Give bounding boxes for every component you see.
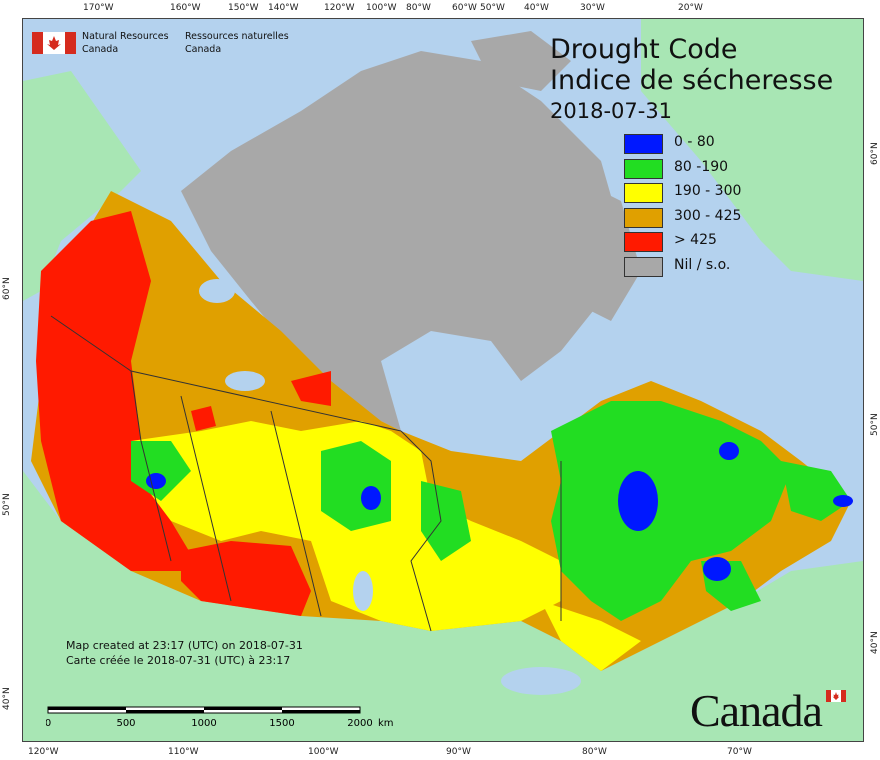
legend-swatch xyxy=(624,207,663,228)
manitoba-green-zone xyxy=(321,441,391,531)
sixtieth-parallel xyxy=(50,315,402,432)
lon-label-bottom: 90°W xyxy=(446,747,471,757)
lon-label-bottom: 120°W xyxy=(28,747,59,757)
lon-label-top: 20°W xyxy=(678,3,703,13)
scale-tick-label: 0 xyxy=(46,718,51,729)
legend-swatch xyxy=(624,232,663,252)
new-brunswick-blue-zone xyxy=(703,557,731,581)
great-bear-lake xyxy=(199,279,235,303)
arctic-islands xyxy=(181,51,621,431)
legend-swatch xyxy=(624,134,663,154)
prairie-red-zone xyxy=(181,541,311,616)
brand-fr-line2: Canada xyxy=(185,44,222,55)
hudson-bay xyxy=(381,331,521,451)
brand-en-line1: Natural Resources xyxy=(82,31,169,42)
lat-label-left: 50°N xyxy=(2,493,12,516)
legend-swatch xyxy=(624,183,663,203)
scale-bar-segment xyxy=(282,710,360,713)
nwt-red-spot xyxy=(191,406,216,431)
nrcan-signature: Natural Resources Canada Ressources natu… xyxy=(32,30,322,60)
lat-label-right: 60°N xyxy=(870,142,880,165)
lon-label-top: 120°W xyxy=(324,3,355,13)
legend-label: > 425 xyxy=(674,232,717,248)
southern-ontario-yellow xyxy=(541,601,641,671)
alaska-land xyxy=(23,71,141,301)
drought-map xyxy=(22,18,864,742)
legend-label: 0 - 80 xyxy=(674,134,715,150)
lon-label-top: 100°W xyxy=(366,3,397,13)
wordmark-flag-icon xyxy=(826,690,846,702)
greenland-land xyxy=(641,19,863,281)
legend-label: 190 - 300 xyxy=(674,183,742,199)
lake-winnipeg xyxy=(353,571,373,611)
nwt-red-spot xyxy=(291,371,331,406)
lon-label-bottom: 110°W xyxy=(168,747,199,757)
lon-label-top: 60°W xyxy=(452,3,477,13)
lon-label-bottom: 100°W xyxy=(308,747,339,757)
lat-label-left: 40°N xyxy=(2,687,12,710)
lon-label-top: 160°W xyxy=(170,3,201,13)
scale-tick-label: 500 xyxy=(116,718,135,729)
quebec-blue-zone xyxy=(618,471,658,531)
lat-label-right: 40°N xyxy=(870,631,880,654)
provincial-boundaries xyxy=(50,315,562,632)
brand-french: Ressources naturelles Canada xyxy=(185,30,289,56)
scale-bar: 0 500 1000 1500 2000 km xyxy=(46,706,394,729)
scale-bar-segment xyxy=(204,707,282,710)
legend-label: Nil / s.o. xyxy=(674,256,731,273)
ellesmere-island xyxy=(471,31,571,91)
lon-label-top: 40°W xyxy=(524,3,549,13)
alberta-blue-zone xyxy=(146,473,166,489)
lat-label-left: 60°N xyxy=(2,277,12,300)
sask-manitoba-boundary xyxy=(270,410,322,617)
legend-label: 80 -190 xyxy=(674,158,729,175)
manitoba-blue-zone xyxy=(361,486,381,510)
lon-label-bottom: 70°W xyxy=(727,747,752,757)
scale-tick-label: 1500 xyxy=(269,718,294,729)
lon-label-top: 140°W xyxy=(268,3,299,13)
newfoundland-blue-zone xyxy=(833,495,853,507)
title-french: Indice de sécheresse xyxy=(550,65,834,96)
lon-label-top: 30°W xyxy=(580,3,605,13)
lon-label-bottom: 80°W xyxy=(582,747,607,757)
credit-french: Carte créée le 2018-07-31 (UTC) à 23:17 xyxy=(66,654,291,667)
credit-english: Map created at 23:17 (UTC) on 2018-07-31 xyxy=(66,639,303,652)
title-english: Drought Code xyxy=(550,34,738,65)
baffin-island xyxy=(561,171,641,321)
brand-en-line2: Canada xyxy=(82,44,119,55)
alberta-green-zone xyxy=(131,441,191,501)
bc-alberta-boundary xyxy=(130,370,172,562)
lon-label-top: 150°W xyxy=(228,3,259,13)
scale-bar-segment xyxy=(126,710,204,713)
map-title: Drought Code Indice de sécheresse 2018-0… xyxy=(550,34,833,126)
lon-label-top: 80°W xyxy=(406,3,431,13)
brand-fr-line1: Ressources naturelles xyxy=(185,31,289,42)
western-red-zone xyxy=(36,211,201,571)
alberta-sask-boundary xyxy=(180,395,232,602)
brand-english: Natural Resources Canada xyxy=(82,30,169,56)
great-slave-lake xyxy=(225,371,265,391)
newfoundland-green xyxy=(781,461,851,521)
labrador-blue-zone xyxy=(719,442,739,460)
manitoba-ontario-boundary xyxy=(400,430,442,632)
scale-tick-label: 2000 xyxy=(347,718,372,729)
lon-label-top: 50°W xyxy=(480,3,505,13)
lat-label-right: 50°N xyxy=(870,413,880,436)
map-credit: Map created at 23:17 (UTC) on 2018-07-31… xyxy=(66,638,303,668)
map-date: 2018-07-31 xyxy=(550,99,673,123)
great-lakes xyxy=(501,667,581,695)
scale-unit: km xyxy=(378,718,394,729)
usa-land xyxy=(23,471,863,741)
legend-swatch xyxy=(624,256,663,277)
canada-wordmark: Canada xyxy=(690,685,823,736)
canada-flag-icon xyxy=(32,32,76,54)
ontario-green-zone xyxy=(421,481,471,561)
legend-label: 300 - 425 xyxy=(674,207,742,224)
legend-swatch xyxy=(624,158,663,179)
lon-label-top: 170°W xyxy=(83,3,114,13)
scale-tick-label: 1000 xyxy=(191,718,216,729)
map-canvas xyxy=(23,19,863,741)
scale-bar-segment xyxy=(48,707,126,710)
